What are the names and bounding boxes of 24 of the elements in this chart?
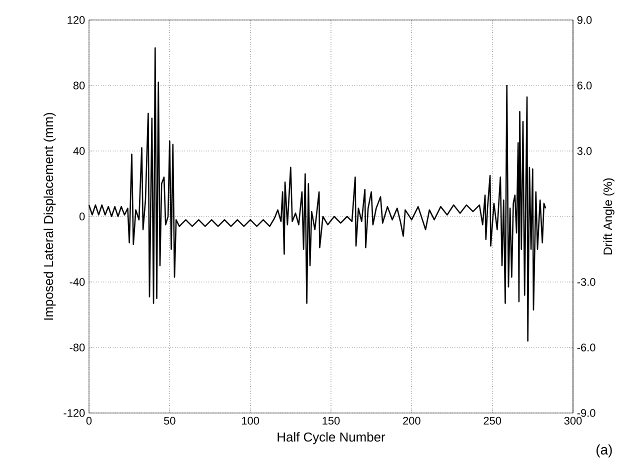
x-tick-label: 250 bbox=[484, 416, 502, 425]
y2-tick-label: -9.0 bbox=[577, 409, 596, 417]
x-tick-label: 200 bbox=[403, 416, 420, 425]
y-tick-label: -80 bbox=[70, 344, 85, 352]
y-tick-label: -40 bbox=[70, 278, 85, 286]
y2-axis-title: Drift Angle (%) bbox=[603, 178, 614, 254]
y2-tick-label: -3.0 bbox=[577, 278, 596, 286]
y-tick-label: 120 bbox=[68, 16, 85, 24]
x-tick-label: 100 bbox=[242, 416, 260, 425]
y-tick-label: 0 bbox=[79, 212, 85, 220]
x-tick-label: 50 bbox=[164, 416, 176, 425]
y-tick-label: 80 bbox=[73, 82, 85, 90]
x-tick-label: 0 bbox=[86, 416, 92, 425]
y-tick-label: 40 bbox=[73, 147, 85, 155]
y2-tick-label: -6.0 bbox=[577, 344, 596, 352]
x-tick-label: 150 bbox=[322, 416, 340, 425]
y2-tick-label: 3.0 bbox=[577, 147, 592, 155]
x-axis-title: Half Cycle Number bbox=[278, 432, 386, 444]
y-axis-title: Imposed Lateral Displacement (mm) bbox=[44, 112, 56, 320]
text: (a) bbox=[596, 444, 612, 458]
y2-tick-label: 6.0 bbox=[577, 82, 592, 90]
y2-tick-label: 9.0 bbox=[577, 16, 592, 24]
y-tick-label: -120 bbox=[64, 409, 85, 417]
x-tick-label: 300 bbox=[564, 416, 582, 425]
